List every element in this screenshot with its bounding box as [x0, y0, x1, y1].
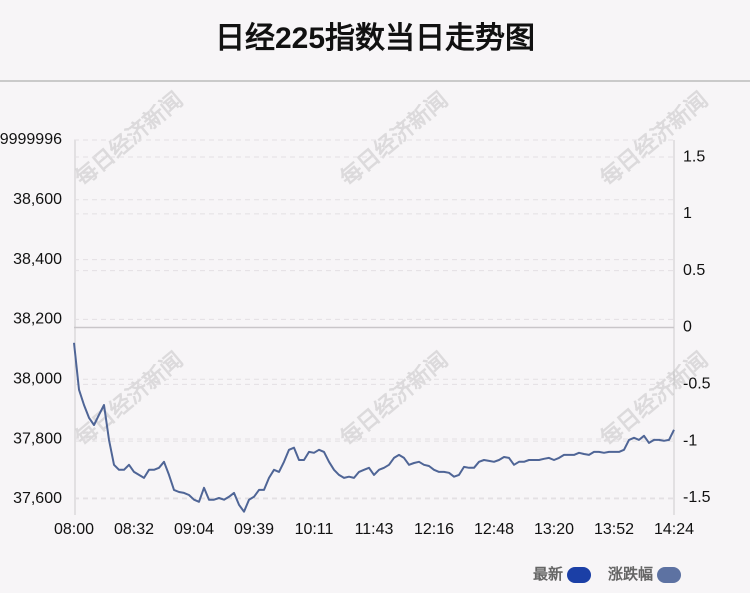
y2-tick-label: 1.5 — [683, 148, 705, 165]
legend-swatch — [657, 567, 682, 583]
x-tick-label: 11:43 — [355, 521, 394, 538]
x-tick-label: 12:48 — [474, 521, 514, 538]
chart-title: 日经225指数当日走势图 — [215, 21, 535, 55]
y-tick-label: 37,800 — [13, 430, 62, 447]
y-tick-label: 38,200 — [13, 311, 62, 328]
x-tick-label: 13:52 — [594, 521, 634, 538]
legend-label: 最新 — [533, 565, 563, 583]
x-tick-label: 12:16 — [414, 521, 454, 538]
legend-label: 涨跌幅 — [608, 565, 653, 583]
x-tick-label: 09:04 — [174, 521, 214, 538]
x-tick-label: 09:39 — [234, 521, 274, 538]
x-tick-label: 13:20 — [534, 521, 574, 538]
legend-swatch — [567, 567, 592, 583]
y2-tick-label: 1 — [683, 205, 692, 222]
watermark: 每日经济新闻 — [70, 87, 188, 192]
y-tick-label: 38,600 — [13, 191, 62, 208]
y2-tick-label: -1 — [683, 432, 697, 449]
price-line — [73, 342, 675, 513]
y-tick-label: 38,400 — [13, 251, 62, 268]
y2-tick-label: -1.5 — [683, 489, 711, 506]
watermark: 每日经济新闻 — [335, 87, 453, 192]
y-tick-label: 38,000 — [13, 370, 62, 387]
y2-tick-label: 0 — [683, 319, 692, 336]
y2-tick-label: 0.5 — [683, 262, 705, 279]
y-tick-label: 37,600 — [13, 490, 62, 507]
x-tick-label: 08:00 — [54, 521, 94, 538]
watermark: 每日经济新闻 — [595, 87, 713, 192]
x-tick-label: 10:11 — [295, 521, 334, 538]
x-tick-label: 14:24 — [654, 521, 694, 538]
watermark: 每日经济新闻 — [70, 347, 188, 452]
y2-tick-label: -0.5 — [683, 376, 711, 393]
x-tick-label: 08:32 — [114, 521, 154, 538]
watermark: 每日经济新闻 — [335, 347, 453, 452]
y-tick-label: 38,799.9999996 — [0, 131, 62, 148]
